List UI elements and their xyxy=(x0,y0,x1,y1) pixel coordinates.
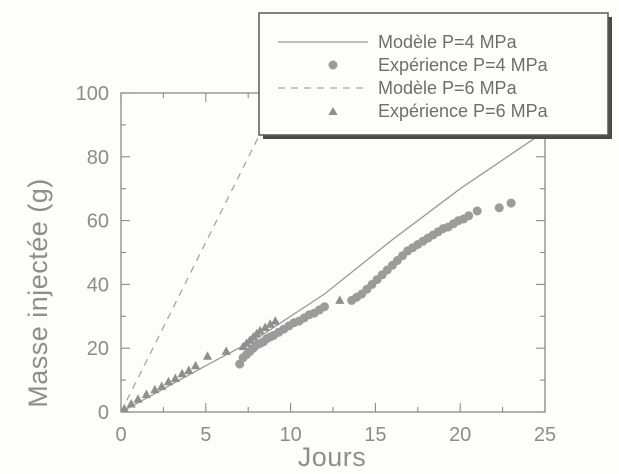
experience-p6-mpa-point xyxy=(184,365,194,374)
experience-p6-mpa-point xyxy=(221,346,231,355)
y-tick-label: 80 xyxy=(87,147,109,169)
y-tick-label: 20 xyxy=(87,338,109,360)
experience-p4-mpa-point xyxy=(506,198,516,208)
y-axis-label: Masse injectée (g) xyxy=(23,178,53,408)
experience-p6-mpa-point xyxy=(121,403,129,412)
plot-frame xyxy=(120,92,546,413)
experience-p6-mpa-point xyxy=(265,319,275,328)
axis-ticks xyxy=(120,92,546,413)
x-tick-label: 0 xyxy=(115,424,126,446)
experience-p6-mpa-point xyxy=(126,399,136,408)
series-layer xyxy=(121,93,545,412)
x-tick-label: 25 xyxy=(534,424,556,446)
x-tick-labels: 0 5 10 15 20 25 xyxy=(115,424,556,446)
experience-p4-mpa-point xyxy=(320,302,329,312)
experience-p6-mpa-point xyxy=(170,373,180,382)
y-tick-label: 60 xyxy=(87,211,109,233)
legend-label-model-p4-mpa: Modèle P=4 MPa xyxy=(378,32,518,52)
experience-p6-mpa-point xyxy=(157,381,167,390)
x-tick-label: 10 xyxy=(279,424,301,446)
experience-p6-mpa-point xyxy=(270,316,280,325)
experience-p6-mpa-point xyxy=(133,394,143,403)
legend-label-model-p6-mpa: Modèle P=6 MPa xyxy=(378,78,518,98)
experience-p4-mpa-point xyxy=(472,206,482,216)
experience-p6-mpa-point xyxy=(150,384,160,394)
legend-swatch-experience-p6-mpa xyxy=(328,107,338,115)
experience-p6-mpa-point xyxy=(191,360,201,370)
x-axis-label: Jours xyxy=(298,442,367,472)
y-tick-label: 100 xyxy=(76,83,109,105)
legend-label-experience-p6-mpa: Expérience P=6 MPa xyxy=(378,101,549,121)
y-tick-label: 40 xyxy=(87,274,109,296)
x-tick-label: 20 xyxy=(449,424,471,446)
model-p6-mpa-line xyxy=(121,93,281,412)
legend-swatch-experience-p4-mpa xyxy=(328,60,338,70)
experience-p6-mpa-point xyxy=(202,351,213,360)
y-tick-labels: 0 20 40 60 80 100 xyxy=(76,83,109,424)
legend-label-experience-p4-mpa: Expérience P=4 MPa xyxy=(378,55,549,75)
experience-p6-mpa-point xyxy=(163,376,174,386)
legend-box xyxy=(258,12,609,136)
experience-p6-mpa-point xyxy=(141,389,151,398)
x-tick-label: 5 xyxy=(200,424,211,446)
experience-p4-mpa-point xyxy=(494,203,504,213)
model-p4-mpa-line xyxy=(121,130,545,412)
legend: Modèle P=4 MPa Expérience P=4 MPa Modèle… xyxy=(258,12,612,139)
experience-p6-mpa-point xyxy=(260,322,270,331)
experience-p6-mpa-point xyxy=(177,368,187,378)
experience-p6-mpa-point xyxy=(335,295,345,304)
experience-p4-mpa-point xyxy=(464,211,474,221)
y-tick-label: 0 xyxy=(98,402,109,424)
x-tick-label: 15 xyxy=(364,424,386,446)
experience-p6-mpa-point xyxy=(255,325,265,335)
